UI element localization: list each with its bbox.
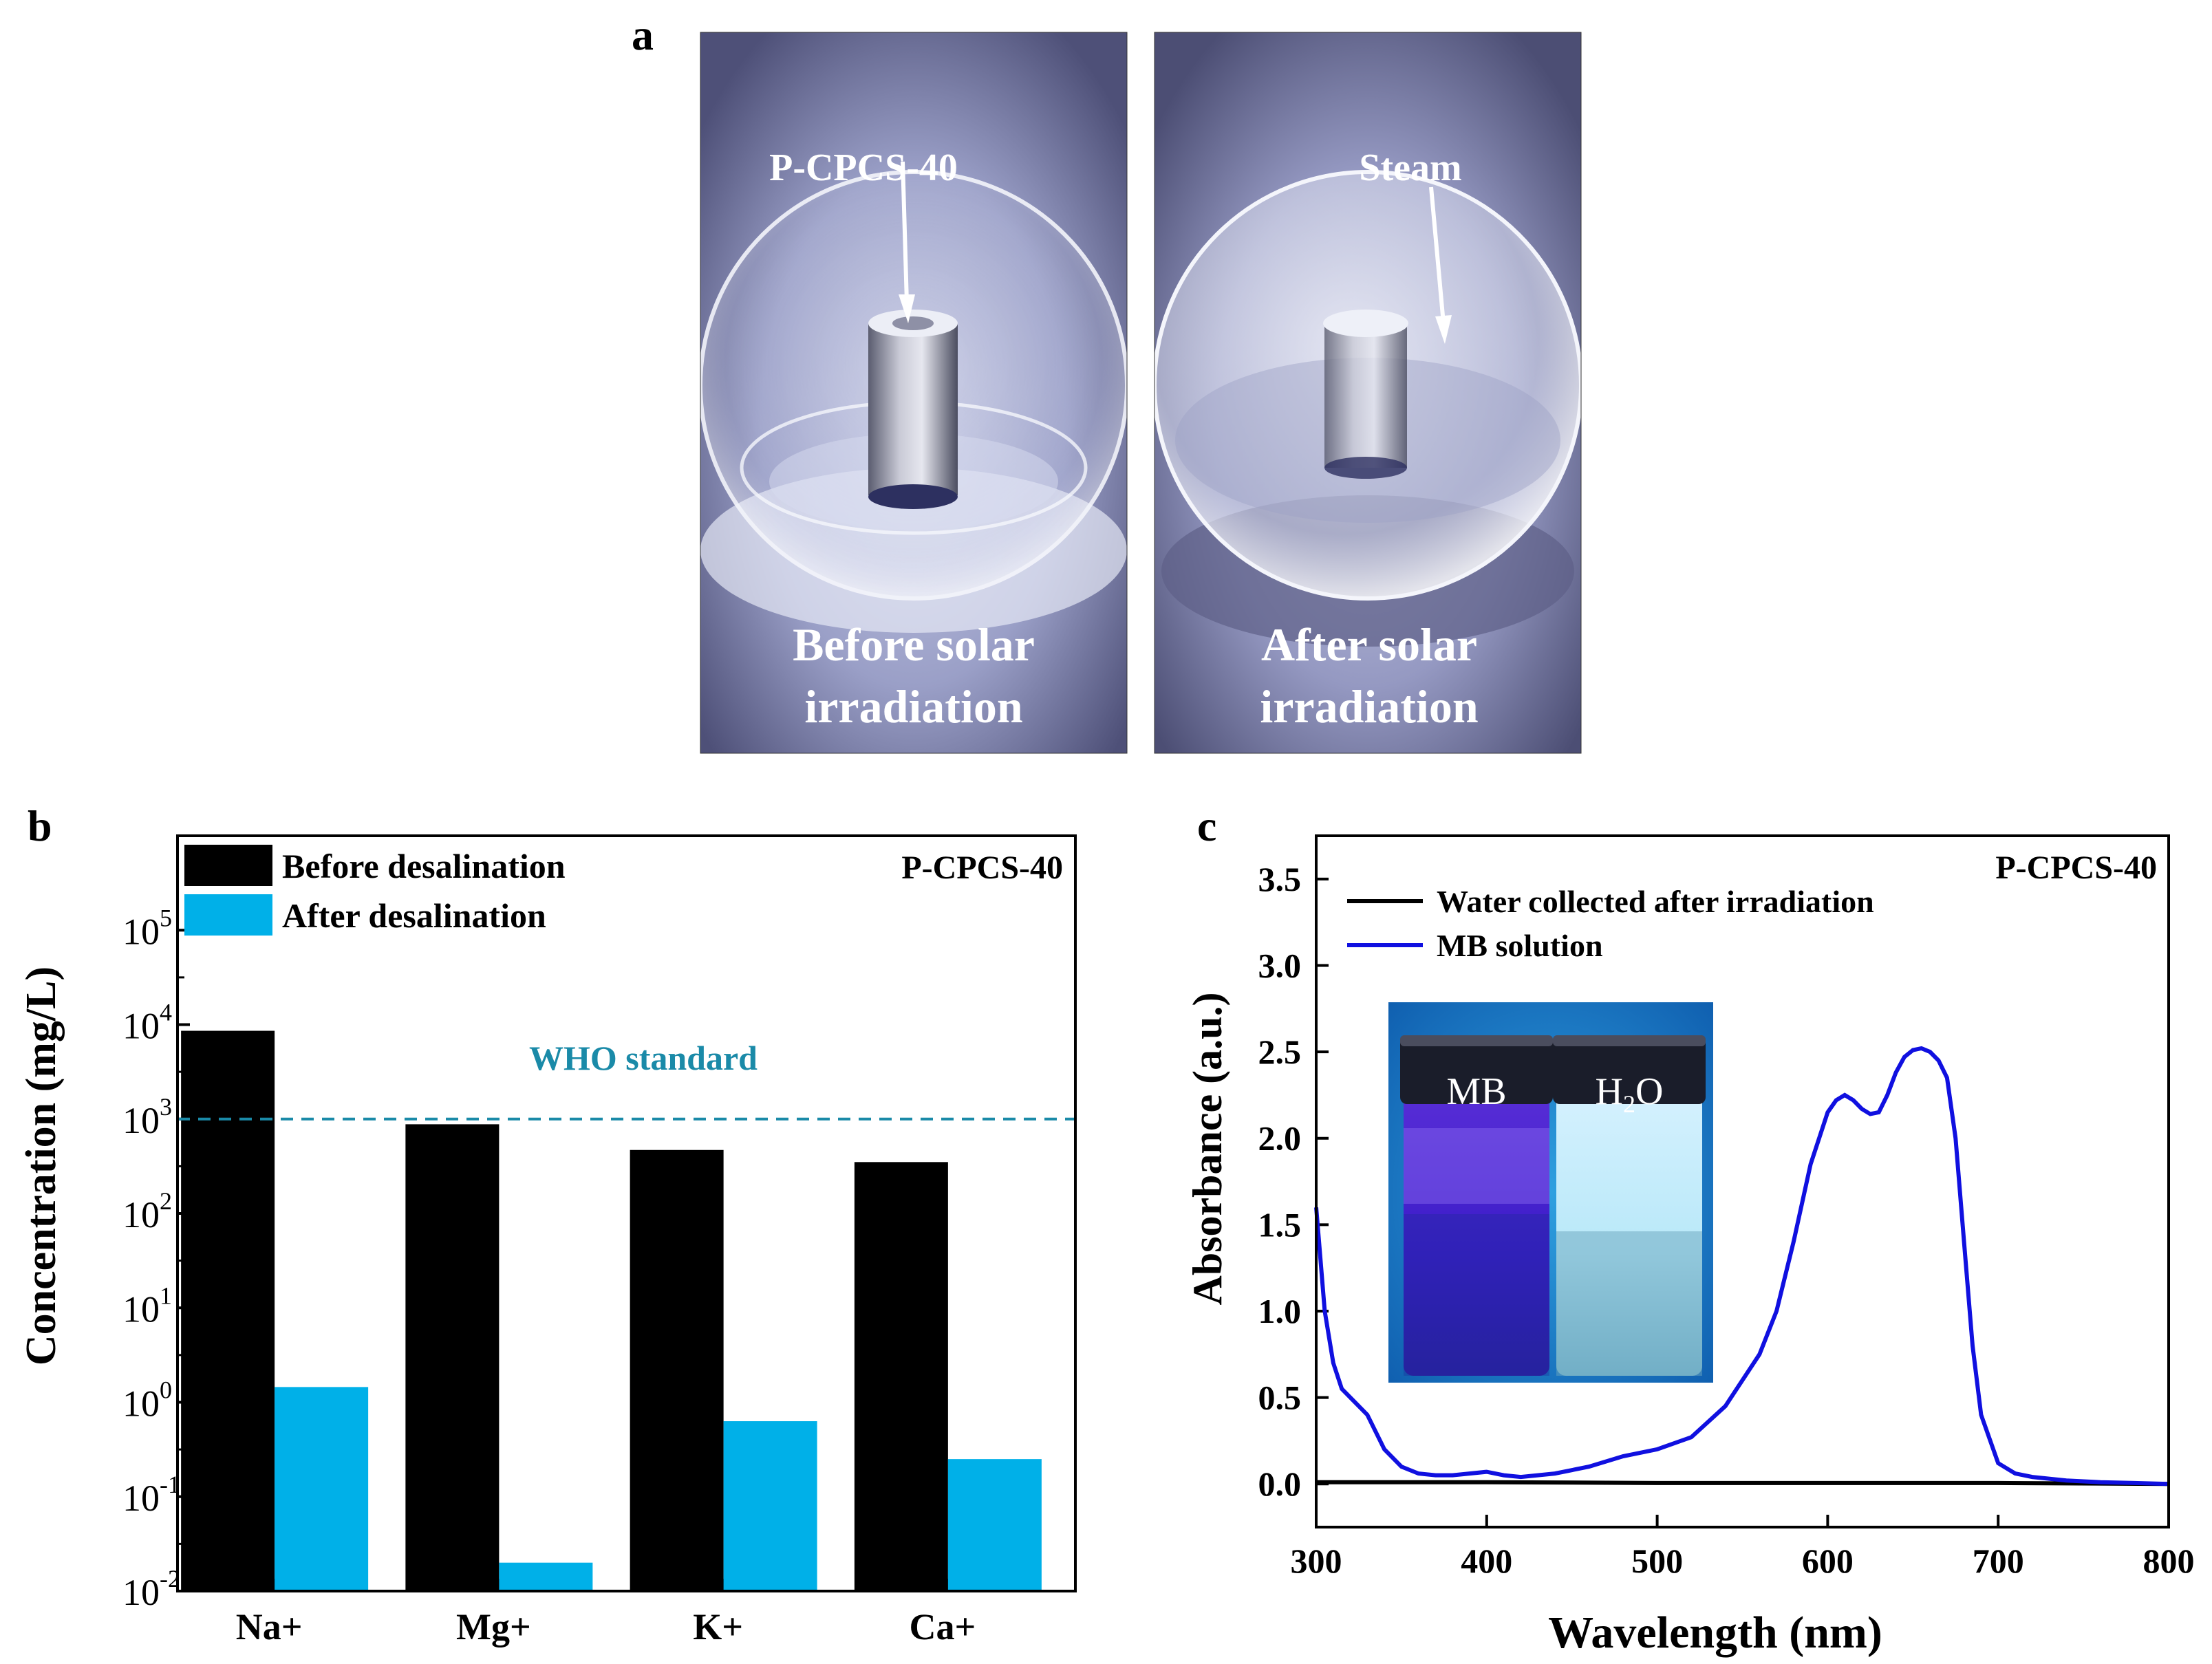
- b-x-ticks: Na+ Mg+ K+ Ca+: [236, 1579, 976, 1647]
- b-y-tick-exp: 0: [160, 1376, 172, 1404]
- bar-before-K: [630, 1149, 724, 1591]
- c-x-tick-label: 700: [1973, 1542, 2024, 1580]
- panel-c: c Absorbance (a.u.) Wavelength (nm) 300 4…: [1185, 801, 2195, 1658]
- c-y-tick-label: 2.5: [1258, 1033, 1302, 1071]
- bar-before-Mg: [405, 1124, 500, 1591]
- b-y-tick-label: 105: [122, 904, 172, 952]
- panel-a: a P-CPCS-40 Before solar irradiation: [632, 10, 1582, 754]
- inset-h2o-h: H: [1596, 1070, 1623, 1113]
- b-y-tick-exp: 2: [160, 1187, 172, 1215]
- inset-label-mb: MB: [1446, 1070, 1506, 1113]
- b-y-tick-label: 100: [122, 1376, 172, 1425]
- c-ticks: 300 400 500 600 700 800 0.0 0.5 1.0 1.5 2.0 2.5 3.0 3…: [1258, 860, 2195, 1580]
- b-y-axis-label: Concentration (mg/L): [18, 966, 65, 1365]
- c-y-tick-label: 1.0: [1258, 1292, 1302, 1330]
- legend-swatch-after: [184, 894, 272, 936]
- b-y-tick-label: 10-1: [122, 1471, 180, 1519]
- label-steam: Steam: [1359, 147, 1461, 189]
- series-line-water: [1316, 1480, 2169, 1487]
- b-title: P-CPCS-40: [901, 850, 1063, 886]
- c-x-tick-label: 300: [1291, 1542, 1342, 1580]
- b-y-tick-label: 104: [122, 999, 172, 1047]
- c-legend: Water collected after irradiation MB sol…: [1347, 884, 1874, 963]
- caption-after-line1: After solar: [1261, 618, 1477, 671]
- bar-before-Ca: [854, 1162, 948, 1591]
- caption-before-line1: Before solar: [793, 618, 1035, 671]
- c-y-tick-label: 0.5: [1258, 1379, 1302, 1417]
- legend-label-water: Water collected after irradiation: [1437, 884, 1874, 919]
- c-plot-frame: [1315, 834, 2170, 1528]
- b-y-tick-label: 101: [122, 1282, 172, 1330]
- b-x-tick-label: K+: [693, 1606, 743, 1647]
- c-x-tick-label: 800: [2143, 1542, 2195, 1580]
- legend-label-mb: MB solution: [1437, 928, 1603, 963]
- legend-label-after: After desalination: [282, 896, 546, 935]
- c-x-tick-label: 500: [1631, 1542, 1683, 1580]
- b-y-tick-exp: 4: [160, 999, 172, 1026]
- c-y-axis-label: Absorbance (a.u.): [1185, 992, 1230, 1305]
- inset-label-h2o: H2O: [1596, 1070, 1664, 1118]
- label-p-cpcs-40: P-CPCS-40: [769, 147, 958, 189]
- c-y-tick-label: 1.5: [1258, 1205, 1302, 1244]
- photo-after-irradiation: [1155, 32, 1581, 753]
- inset-h2o-sub: 2: [1623, 1090, 1635, 1118]
- who-standard-label: WHO standard: [529, 1039, 758, 1077]
- c-y-tick-label: 0.0: [1258, 1465, 1302, 1503]
- bar-after-Na: [275, 1387, 369, 1591]
- b-x-tick-label: Na+: [236, 1606, 303, 1647]
- bar-before-Na: [181, 1030, 275, 1591]
- b-y-tick-exp: 5: [160, 904, 172, 931]
- panel-a-letter: a: [632, 10, 654, 59]
- b-bars: [181, 1030, 1042, 1591]
- c-y-tick-label: 3.0: [1258, 946, 1302, 984]
- b-y-tick-label: 103: [122, 1093, 172, 1141]
- panel-b-letter: b: [28, 801, 52, 850]
- c-title: P-CPCS-40: [1995, 850, 2157, 886]
- panel-b: b Concentration (mg/L) 10-210-1100101102…: [18, 801, 1077, 1647]
- c-y-tick-label: 3.5: [1258, 860, 1302, 898]
- bar-after-Ca: [947, 1459, 1042, 1591]
- c-x-tick-label: 400: [1461, 1542, 1512, 1580]
- series-line-mb: [1314, 1046, 2169, 1487]
- inset-h2o-o: O: [1635, 1070, 1663, 1113]
- c-x-axis-label: Wavelength (nm): [1548, 1608, 1882, 1658]
- legend-swatch-before: [184, 845, 272, 886]
- bar-after-Mg: [499, 1562, 593, 1591]
- caption-after-line2: irradiation: [1260, 680, 1478, 733]
- panel-c-letter: c: [1197, 801, 1216, 850]
- bar-after-K: [723, 1421, 817, 1591]
- b-y-tick-label: 102: [122, 1187, 172, 1235]
- c-y-tick-label: 2.0: [1258, 1119, 1302, 1158]
- b-x-tick-label: Ca+: [909, 1606, 976, 1647]
- b-y-tick-label: 10-2: [122, 1565, 180, 1613]
- inset-vials-photo: MB H2O: [1388, 1002, 1713, 1383]
- b-plot-frame: [176, 834, 1077, 1592]
- b-y-tick-exp: 3: [160, 1093, 172, 1121]
- caption-before-line2: irradiation: [804, 680, 1022, 733]
- c-x-tick-label: 600: [1802, 1542, 1854, 1580]
- b-x-tick-label: Mg+: [456, 1606, 531, 1647]
- legend-label-before: Before desalination: [282, 847, 566, 885]
- b-y-tick-exp: 1: [160, 1282, 172, 1309]
- photo-before-irradiation: [700, 32, 1127, 753]
- b-legend: Before desalination After desalination: [184, 845, 566, 936]
